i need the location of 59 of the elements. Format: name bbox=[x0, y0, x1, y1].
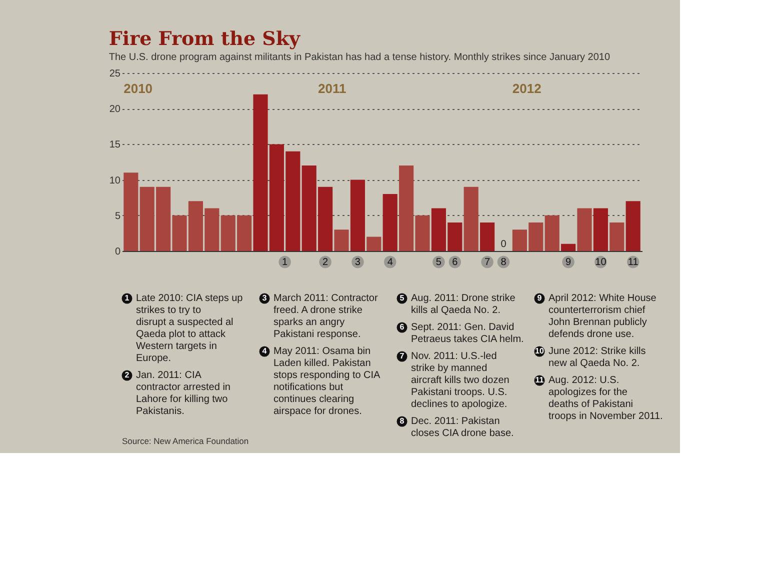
chart-title: Fire From the Sky bbox=[108, 28, 302, 50]
text: 6 bbox=[452, 257, 458, 268]
bar bbox=[561, 244, 576, 251]
text: March 2011: Contractor freed. A drone strike sparks an angry Pakistani response. bbox=[274, 293, 378, 340]
text: Jan. 2011: CIA contractor arrested in Lahore for killing two Pakistanis. bbox=[136, 370, 230, 417]
text: Dec. 2011: Pakistan closes CIA drone base. bbox=[411, 416, 514, 439]
bar bbox=[577, 208, 592, 251]
y-tick-label: 15 bbox=[109, 140, 121, 151]
source-note: Source: New America Foundation bbox=[122, 436, 249, 446]
text: Aug. 2012: U.S. apologizes for the deaths of Pakistani troops in November 2011. bbox=[548, 375, 663, 422]
text: 11 bbox=[535, 376, 544, 384]
bar bbox=[480, 222, 495, 251]
bar bbox=[366, 236, 382, 251]
text: 2 bbox=[124, 370, 130, 380]
bar bbox=[334, 230, 349, 251]
text: Sept. 2011: Gen. David Petraeus takes CIA helm. bbox=[411, 322, 524, 345]
text: 4 bbox=[387, 257, 394, 268]
text: 6 bbox=[400, 322, 404, 332]
text: 7 bbox=[484, 257, 491, 268]
text: 2 bbox=[322, 257, 329, 268]
text: Aug. 2011: Drone strike kills al Qaeda No. 2. bbox=[411, 293, 516, 316]
bar bbox=[626, 201, 640, 251]
text: 5 bbox=[400, 294, 404, 302]
text: Nov. 2011: U.S.-led strike by manned aircraft kills two dozen Pakistani troops. U.S. declines to apologize. bbox=[411, 351, 510, 410]
text: 10 bbox=[535, 346, 544, 356]
y-tick-label: 10 bbox=[109, 175, 121, 186]
text: 7 bbox=[400, 352, 404, 360]
text: May 2011: Osama bin Laden killed. Pakistan stops responding to CIA notifications but continues clearing airspace for drones. bbox=[274, 346, 381, 417]
text: 9 bbox=[566, 257, 572, 268]
text: Late 2010: CIA steps up strikes to try to disrupt a suspected al Qaeda plot to attack Western targets in Europe. bbox=[136, 293, 244, 364]
annotation: 2010 bbox=[124, 81, 153, 96]
text: 1 bbox=[124, 294, 130, 302]
text: 9 bbox=[537, 294, 542, 302]
text: 4 bbox=[262, 346, 267, 356]
bar bbox=[593, 208, 608, 251]
bar bbox=[124, 172, 138, 251]
text: 8 bbox=[500, 257, 507, 268]
text: 11 bbox=[628, 257, 639, 268]
text: 3 bbox=[354, 257, 361, 268]
annotation: 2012 bbox=[512, 81, 542, 96]
y-tick-label: 20 bbox=[109, 104, 121, 116]
y-tick-label: 0 bbox=[114, 246, 121, 258]
text: 1 bbox=[282, 257, 288, 268]
text: 8 bbox=[400, 416, 404, 426]
y-tick-label: 25 bbox=[109, 68, 121, 80]
bar bbox=[382, 194, 398, 251]
text: June 2012: Strike kills new al Qaeda No. 2. bbox=[548, 346, 646, 369]
bar bbox=[544, 215, 560, 251]
text: April 2012: White House counterterrorism chief John Brennan publicly defends drone use. bbox=[548, 293, 657, 340]
text: 3 bbox=[262, 294, 267, 302]
bar bbox=[610, 222, 624, 251]
data-label: 0 bbox=[500, 239, 507, 250]
bar bbox=[350, 180, 365, 251]
text: 10 bbox=[595, 257, 607, 268]
bar bbox=[464, 186, 478, 251]
chart-subtitle: The U.S. drone program against militants in Pakistan has had a tense history. Monthly strikes since January 2010 bbox=[108, 52, 610, 63]
annotation: 2011 bbox=[318, 81, 346, 96]
y-tick-label: 5 bbox=[114, 210, 121, 222]
text: 5 bbox=[436, 257, 442, 268]
